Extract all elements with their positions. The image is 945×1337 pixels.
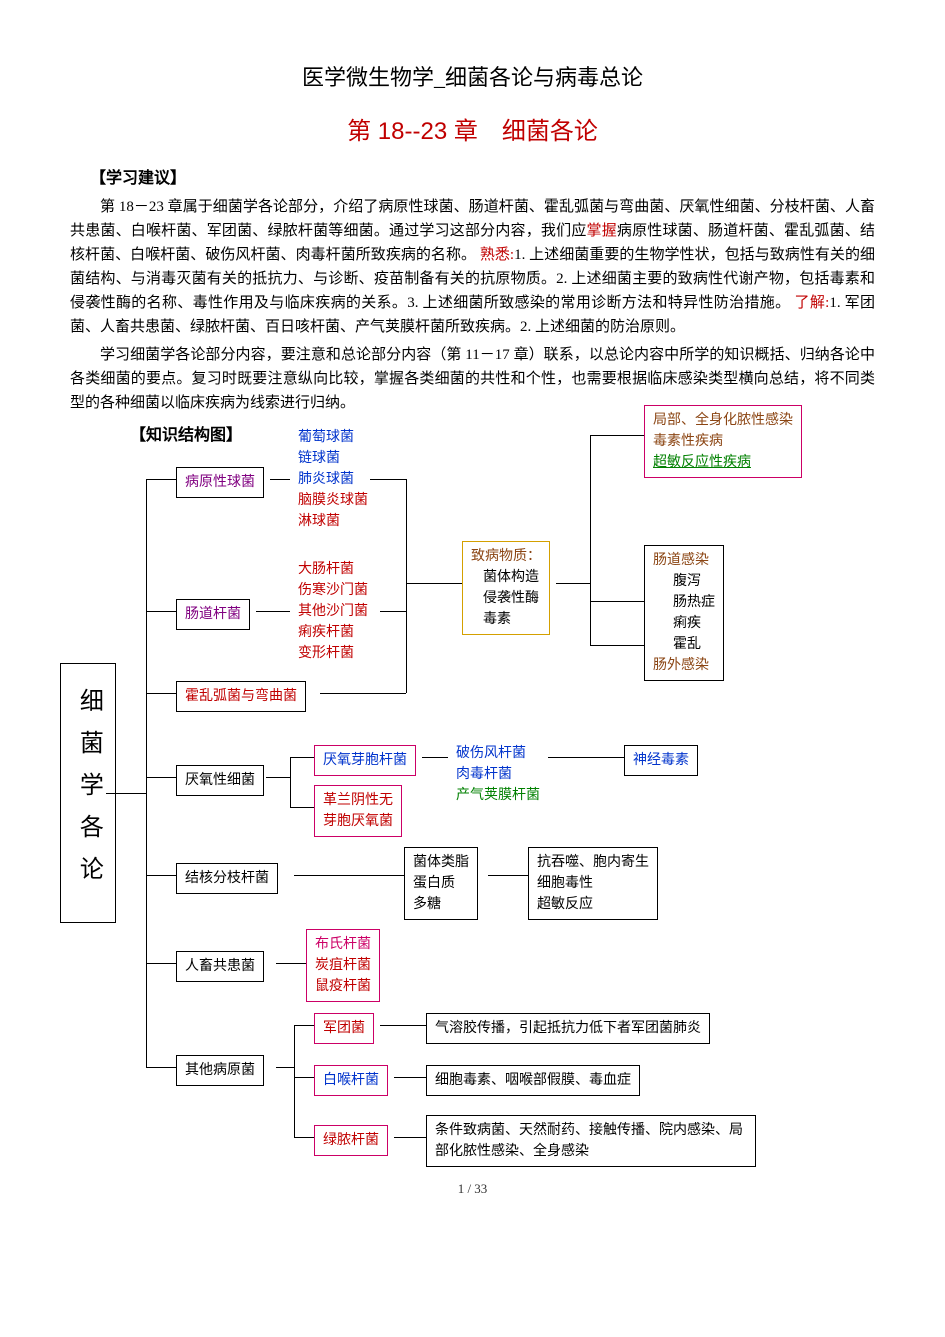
cat5-mid: 菌体类脂 蛋白质 多糖	[404, 847, 478, 920]
cat6-items: 布氏杆菌 炭疽杆菌 鼠疫杆菌	[306, 929, 380, 1002]
cat7a: 军团菌	[314, 1013, 374, 1044]
cat-zoonotic: 人畜共患菌	[176, 951, 264, 982]
cat-vibrio: 霍乱弧菌与弯曲菌	[176, 681, 306, 712]
cat-tb: 结核分枝杆菌	[176, 863, 278, 894]
cat4a-items: 破伤风杆菌 肉毒杆菌 产气荚膜杆菌	[448, 739, 548, 810]
cat7a-out: 气溶胶传播，引起抵抗力低下者军团菌肺炎	[426, 1013, 710, 1044]
cat4a: 厌氧芽胞杆菌	[314, 745, 416, 776]
cat-enteric-bacilli: 肠道杆菌	[176, 599, 250, 630]
disease-enteric: 肠道感染 腹泻 肠热症 痢疾 霍乱 肠外感染	[644, 545, 724, 681]
page-number: 1 / 33	[70, 1179, 875, 1200]
cat7b: 白喉杆菌	[314, 1065, 388, 1096]
cat-anaerobic: 厌氧性细菌	[176, 765, 264, 796]
cat7c-out: 条件致病菌、天然耐药、接触传播、院内感染、局部化脓性感染、全身感染	[426, 1115, 756, 1167]
pathogenic-substance: 致病物质： 菌体构造 侵袭性酶 毒素	[462, 541, 550, 635]
cat4b: 革兰阴性无 芽胞厌氧菌	[314, 785, 402, 837]
cat7c: 绿脓杆菌	[314, 1125, 388, 1156]
cat7b-out: 细胞毒素、咽喉部假膜、毒血症	[426, 1065, 640, 1096]
cat4-neurotoxin: 神经毒素	[624, 745, 698, 776]
knowledge-structure-diagram: 细菌学各论 病原性球菌 葡萄球菌 链球菌 肺炎球菌 脑膜炎球菌 淋球菌 肠道杆菌…	[50, 453, 855, 1173]
cat1-items: 葡萄球菌 链球菌 肺炎球菌 脑膜炎球菌 淋球菌	[290, 423, 376, 536]
cat-pathogenic-cocci: 病原性球菌	[176, 467, 264, 498]
study-advice-heading: 【学习建议】	[90, 166, 875, 192]
chapter-title: 第 18--23 章 细菌各论	[70, 113, 875, 151]
cat5-out: 抗吞噬、胞内寄生 细胞毒性 超敏反应	[528, 847, 658, 920]
cat2-items: 大肠杆菌 伤寒沙门菌 其他沙门菌 痢疾杆菌 变形杆菌	[290, 555, 376, 668]
disease-top: 局部、全身化脓性感染 毒素性疾病 超敏反应性疾病	[644, 405, 802, 478]
doc-title: 医学微生物学_细菌各论与病毒总论	[70, 60, 875, 95]
paragraph-1: 第 18－23 章属于细菌学各论部分，介绍了病原性球菌、肠道杆菌、霍乱弧菌与弯曲…	[70, 195, 875, 339]
cat-other: 其他病原菌	[176, 1055, 264, 1086]
